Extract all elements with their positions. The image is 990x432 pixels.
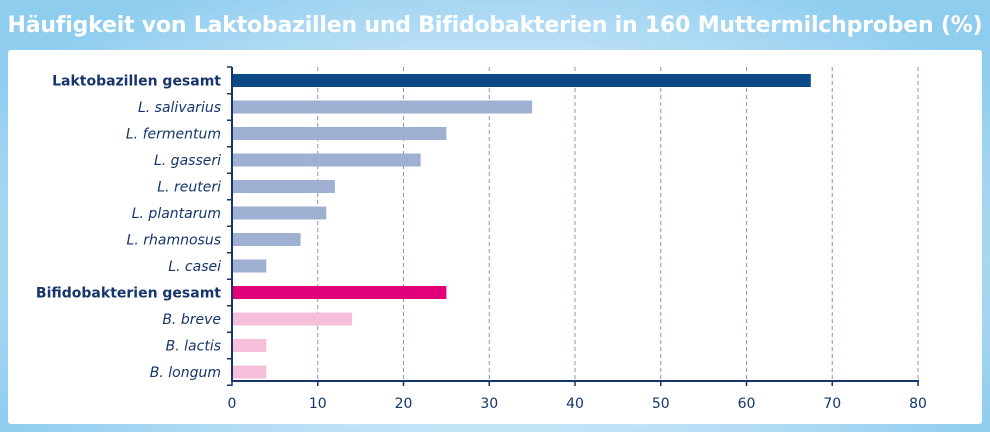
category-label: B. longum (150, 365, 221, 381)
category-label: L. salivarius (138, 100, 221, 116)
x-tick-label: 60 (738, 396, 756, 412)
category-label: L. casei (168, 259, 221, 275)
x-tick-label: 0 (228, 396, 237, 412)
x-tick-label: 40 (566, 396, 584, 412)
chart-title: Häufigkeit von Laktobazillen und Bifidob… (7, 13, 983, 38)
category-label: L. plantarum (132, 206, 221, 222)
bar-b-breve (233, 312, 353, 326)
x-tick-labels: 0 10 20 30 40 50 60 70 80 (228, 396, 927, 412)
bar-l-salivarius (233, 100, 533, 114)
category-labels: Laktobazillen gesamt L. salivarius L. ferm… (36, 74, 221, 382)
category-label: L. gasseri (154, 153, 221, 169)
bar-b-longum (233, 365, 267, 379)
category-label: L. reuteri (157, 180, 221, 196)
bar-laktobazillen-gesamt (233, 74, 811, 87)
x-tick-label: 10 (309, 396, 327, 412)
bars (233, 74, 811, 379)
bar-l-reuteri (233, 180, 335, 193)
bar-l-rhamnosus (233, 233, 301, 246)
grid-lines (317, 67, 919, 381)
bar-l-casei (233, 259, 267, 273)
x-tick-label: 50 (652, 396, 670, 412)
bar-b-lactis (233, 339, 267, 352)
bar-l-fermentum (233, 127, 447, 140)
category-label: Laktobazillen gesamt (52, 74, 221, 90)
x-tick-label: 20 (395, 396, 413, 412)
category-label: L. fermentum (126, 127, 221, 143)
category-label: Bifidobakterien gesamt (36, 286, 221, 302)
bar-bifidobakterien-gesamt (233, 286, 447, 299)
category-label: B. lactis (166, 339, 221, 355)
bar-l-plantarum (233, 206, 327, 220)
x-tick-label: 30 (480, 396, 498, 412)
bar-l-gasseri (233, 153, 421, 167)
x-tick-label: 70 (823, 396, 841, 412)
x-tick-label: 80 (909, 396, 927, 412)
category-label: B. breve (162, 312, 221, 328)
category-label: L. rhamnosus (127, 233, 221, 249)
axes (227, 66, 919, 386)
